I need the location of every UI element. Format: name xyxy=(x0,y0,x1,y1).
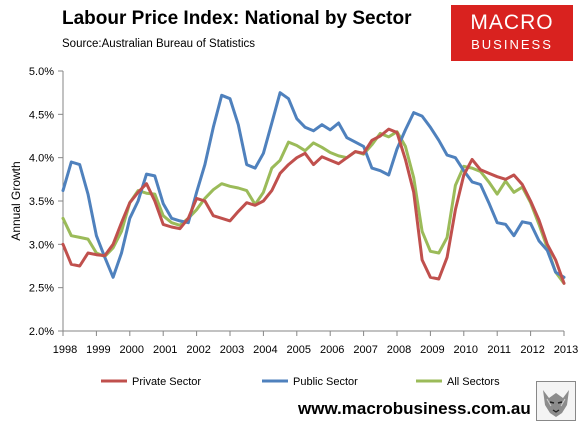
y-tick-label: 5.0% xyxy=(29,66,54,78)
y-tick-label: 3.5% xyxy=(29,196,54,208)
x-tick-label: 2013 xyxy=(554,344,578,356)
x-tick-label: 2011 xyxy=(487,344,511,356)
series-line-private-sector xyxy=(61,127,566,285)
y-tick-label: 2.5% xyxy=(29,283,54,295)
x-tick-label: 2004 xyxy=(253,344,277,356)
legend: Private Sector Public Sector All Sectors xyxy=(101,376,500,388)
legend-label-public-sector: Public Sector xyxy=(293,376,358,388)
series-line-all-sectors xyxy=(61,130,566,285)
axes-layer: 2.0% 2.5% 3.0% 3.5% 4.0% 4.5% 5.0% 1998 1999 2000… xyxy=(29,66,578,356)
logo-line-2: BUSINESS xyxy=(471,37,553,52)
series-layer xyxy=(61,91,566,285)
logo-line-1: MACRO xyxy=(470,11,554,34)
legend-label-all-sectors: All Sectors xyxy=(447,376,500,388)
wolf-logo-icon xyxy=(536,381,576,421)
y-tick-label: 3.0% xyxy=(29,239,54,251)
x-tick-label: 2008 xyxy=(387,344,411,356)
x-tick-label: 2003 xyxy=(220,344,244,356)
x-tick-label: 2001 xyxy=(153,344,177,356)
x-tick-label: 2000 xyxy=(120,344,144,356)
chart-title: Labour Price Index: National by Sector xyxy=(62,8,412,29)
x-tick-label: 2005 xyxy=(287,344,311,356)
x-tick-label: 2006 xyxy=(320,344,344,356)
y-tick-label: 4.5% xyxy=(29,109,54,121)
x-tick-label: 2012 xyxy=(520,344,544,356)
x-tick-label: 2007 xyxy=(353,344,377,356)
source-note: Source:Australian Bureau of Statistics xyxy=(62,38,256,50)
x-tick-label: 1999 xyxy=(86,344,110,356)
x-tick-label: 2009 xyxy=(420,344,444,356)
macrobusiness-logo: MACRO BUSINESS xyxy=(451,5,573,61)
website-url: www.macrobusiness.com.au xyxy=(298,399,531,418)
y-tick-label: 4.0% xyxy=(29,153,54,165)
series-line-public-sector xyxy=(61,91,566,279)
legend-label-private-sector: Private Sector xyxy=(132,376,201,388)
x-tick-label: 2010 xyxy=(454,344,478,356)
y-axis-label: Annual Growth xyxy=(9,161,23,240)
y-tick-label: 2.0% xyxy=(29,326,54,338)
x-tick-label: 2002 xyxy=(186,344,210,356)
x-tick-label: 1998 xyxy=(53,344,77,356)
